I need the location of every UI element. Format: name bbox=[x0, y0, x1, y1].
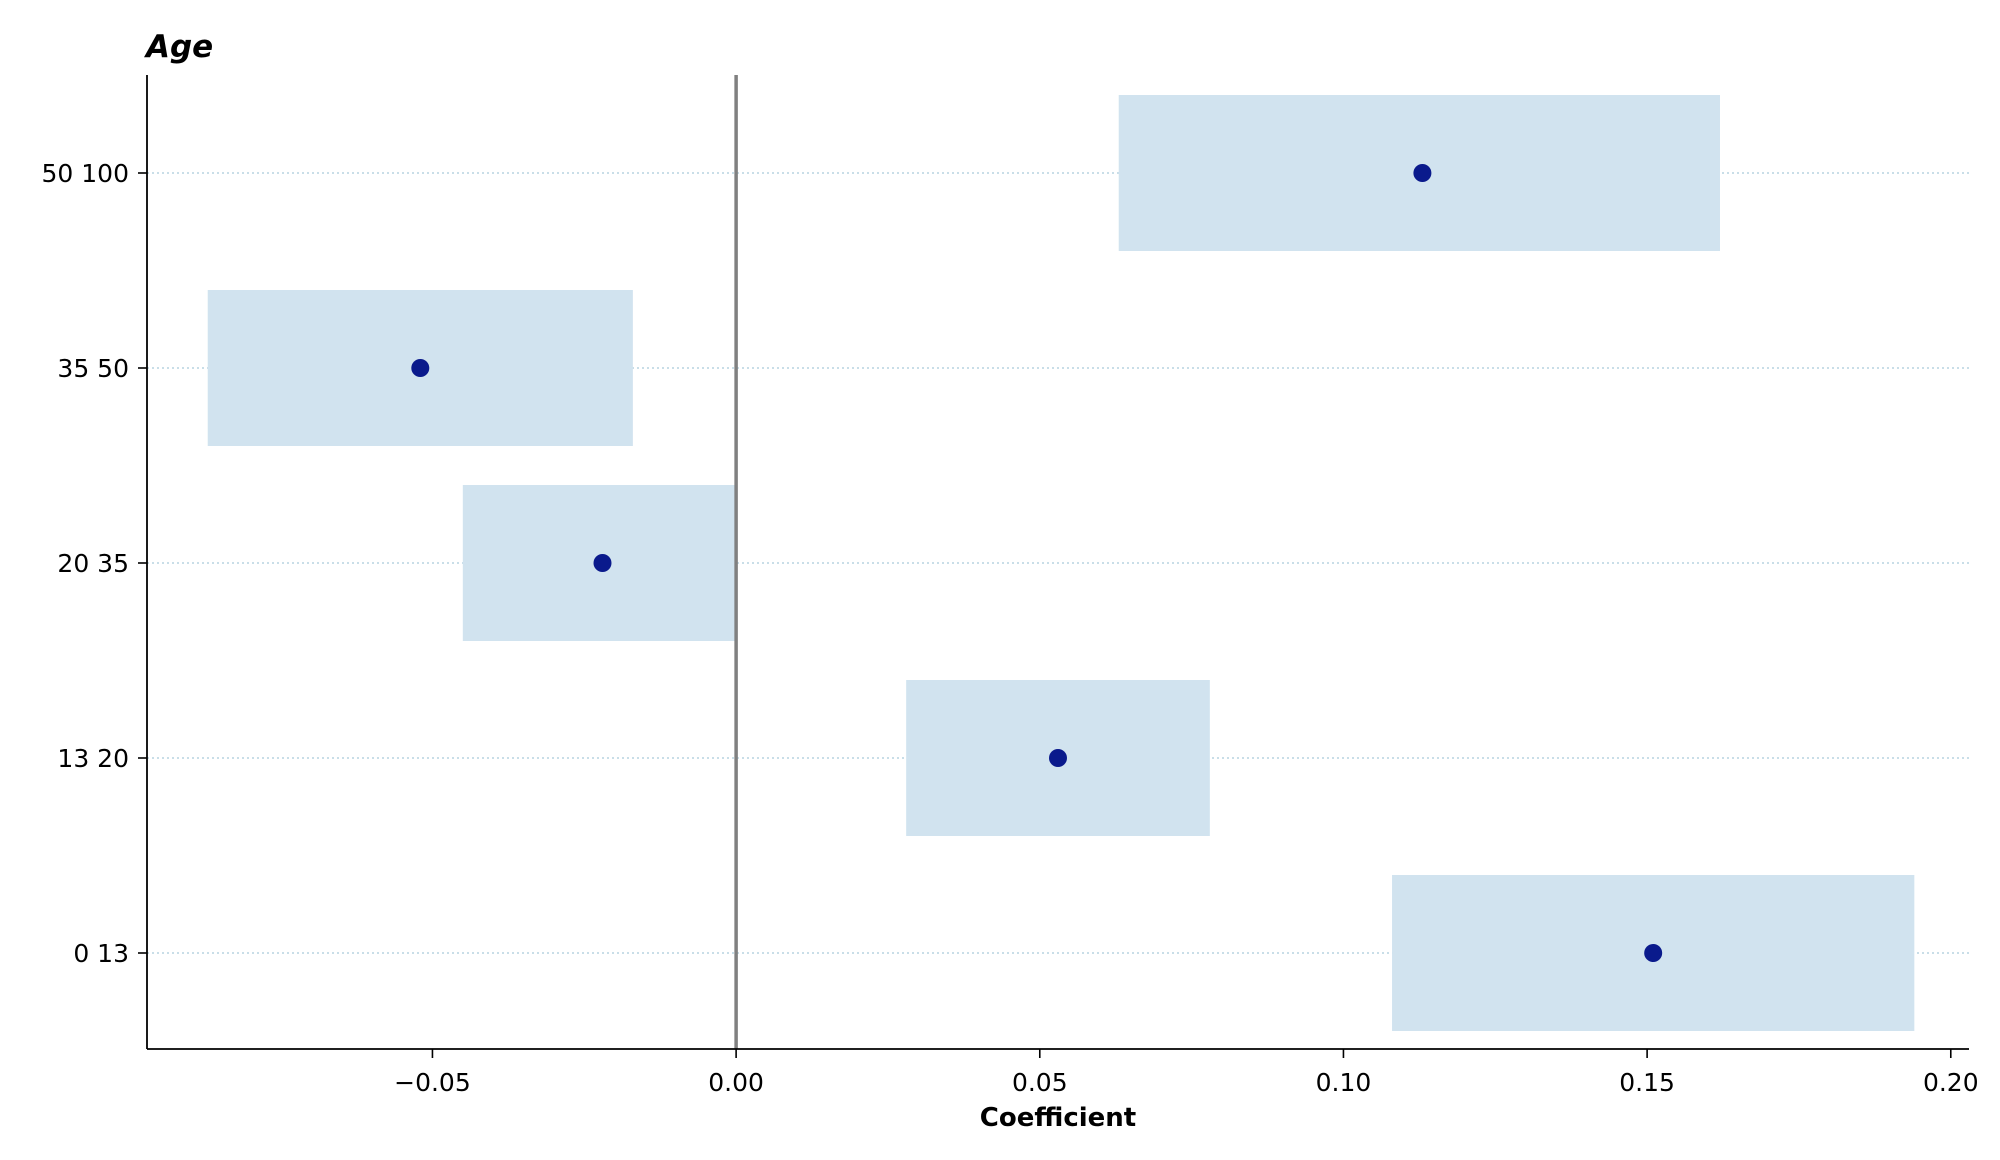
x-tick-label: 0.20 bbox=[1923, 1068, 1979, 1097]
coefficient-point bbox=[1644, 944, 1663, 962]
coefficient-points bbox=[411, 164, 1663, 962]
x-tick-label: 0.10 bbox=[1316, 1068, 1372, 1097]
x-axis-title: Coefficient bbox=[980, 1103, 1136, 1133]
x-axis-ticks: −0.05 0.00 0.05 0.10 0.15 0.20 bbox=[394, 1049, 1979, 1097]
coefficient-point bbox=[593, 554, 612, 572]
axes bbox=[146, 75, 1969, 1050]
y-tick-label: 50 100 bbox=[42, 159, 129, 188]
coefficient-point bbox=[1413, 164, 1432, 182]
confidence-intervals bbox=[207, 95, 1915, 1031]
y-tick-label: 13 20 bbox=[57, 744, 129, 773]
x-tick-label: −0.05 bbox=[394, 1068, 471, 1097]
x-tick-label: 0.15 bbox=[1619, 1068, 1675, 1097]
y-tick-label: 20 35 bbox=[57, 549, 129, 578]
y-tick-label: 35 50 bbox=[57, 354, 129, 383]
y-tick-label: 0 13 bbox=[73, 939, 129, 968]
coefficient-point bbox=[411, 359, 430, 377]
x-tick-label: 0.05 bbox=[1012, 1068, 1068, 1097]
chart-title: Age bbox=[143, 29, 213, 65]
y-axis-ticks: 0 13 13 20 20 35 35 50 50 100 bbox=[42, 159, 147, 968]
x-tick-label: 0.00 bbox=[708, 1068, 764, 1097]
coefficient-point bbox=[1049, 749, 1067, 767]
